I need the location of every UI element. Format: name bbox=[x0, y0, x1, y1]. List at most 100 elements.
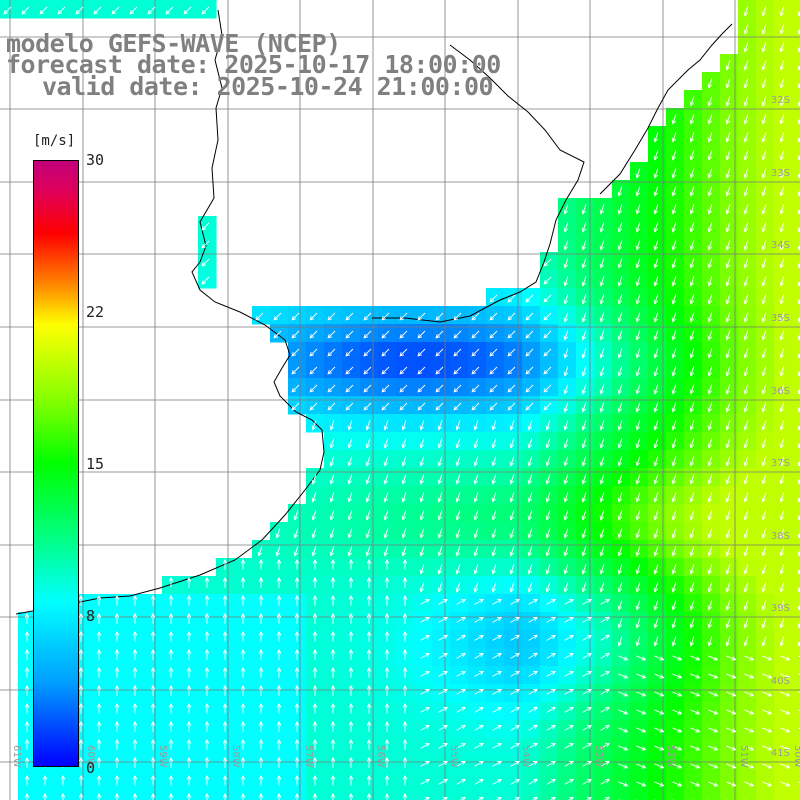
wind-arrow bbox=[222, 595, 228, 606]
wind-arrow bbox=[435, 366, 444, 375]
wind-arrow bbox=[384, 649, 390, 660]
wind-arrow bbox=[204, 613, 210, 624]
latitude-label: 38S bbox=[771, 531, 790, 542]
wind-arrow bbox=[347, 528, 353, 539]
wind-arrow bbox=[366, 793, 372, 800]
wind-arrow bbox=[689, 510, 695, 521]
wind-arrow bbox=[543, 366, 552, 375]
wind-arrow bbox=[201, 6, 210, 15]
wind-arrow bbox=[635, 204, 641, 215]
wind-arrow bbox=[258, 721, 264, 732]
wind-arrow bbox=[168, 775, 174, 786]
wind-arrow bbox=[726, 709, 737, 715]
wind-arrow bbox=[471, 384, 480, 393]
wind-arrow bbox=[546, 599, 556, 605]
wind-arrow bbox=[240, 721, 246, 732]
wind-arrow bbox=[779, 348, 785, 359]
wind-arrow bbox=[347, 492, 353, 503]
wind-arrow bbox=[689, 204, 695, 215]
wind-arrow bbox=[510, 725, 520, 731]
wind-arrow bbox=[636, 763, 647, 769]
wind-arrow bbox=[761, 564, 767, 575]
wind-cell bbox=[792, 414, 800, 433]
wind-arrow bbox=[743, 276, 749, 287]
wind-arrow bbox=[797, 568, 800, 575]
wind-arrow bbox=[473, 474, 479, 485]
wind-arrow bbox=[779, 312, 785, 323]
wind-arrow bbox=[563, 510, 569, 521]
wind-cell bbox=[792, 36, 800, 55]
wind-arrow bbox=[309, 348, 318, 357]
wind-arrow bbox=[563, 582, 569, 593]
wind-arrow bbox=[725, 582, 731, 593]
title-model: modelo GEFS-WAVE (NCEP) bbox=[6, 29, 341, 58]
wind-arrow bbox=[186, 721, 192, 732]
wind-arrow bbox=[599, 474, 605, 485]
wind-arrow bbox=[617, 222, 623, 233]
longitude-labels: 61W 60W 59W 58W 57W 56W 55W 54W 53W 52W 51W 50W bbox=[11, 745, 800, 768]
wind-arrow bbox=[689, 420, 695, 431]
wind-cell bbox=[612, 792, 631, 800]
wind-arrow bbox=[797, 208, 800, 215]
wind-arrow bbox=[671, 132, 677, 143]
wind-cell bbox=[792, 396, 800, 415]
wind-arrow bbox=[402, 667, 408, 678]
wind-arrow bbox=[114, 775, 120, 786]
wind-arrow bbox=[294, 595, 300, 606]
wind-arrow bbox=[546, 617, 556, 623]
wind-arrow bbox=[419, 546, 425, 557]
wind-arrow bbox=[528, 653, 538, 659]
latitude-label: 40S bbox=[771, 676, 790, 687]
wind-arrow bbox=[527, 564, 533, 575]
wind-arrow bbox=[438, 725, 448, 731]
wind-arrow bbox=[761, 132, 767, 143]
wind-cell bbox=[792, 540, 800, 559]
wind-arrow bbox=[671, 636, 677, 647]
wind-arrow bbox=[563, 546, 569, 557]
wind-arrow bbox=[797, 100, 800, 107]
wind-arrow bbox=[150, 793, 156, 800]
wind-arrow bbox=[132, 649, 138, 660]
wind-arrow bbox=[455, 420, 461, 431]
wind-arrow bbox=[654, 691, 665, 697]
wind-arrow bbox=[653, 420, 659, 431]
wind-arrow bbox=[780, 727, 791, 733]
wind-arrow bbox=[489, 330, 498, 339]
wind-arrow bbox=[617, 348, 623, 359]
wind-arrow bbox=[726, 691, 737, 697]
wind-arrow bbox=[635, 366, 641, 377]
wind-arrow bbox=[528, 707, 538, 713]
wind-arrow bbox=[582, 743, 592, 749]
wind-arrow bbox=[114, 703, 120, 714]
wind-arrow bbox=[599, 312, 605, 323]
wind-arrow bbox=[617, 258, 623, 269]
wind-cell bbox=[792, 90, 800, 109]
wind-arrow bbox=[725, 420, 731, 431]
wind-arrow bbox=[258, 613, 264, 624]
wind-arrow bbox=[489, 402, 498, 411]
wind-arrow bbox=[707, 222, 713, 233]
wind-arrow bbox=[294, 703, 300, 714]
wind-arrow bbox=[563, 258, 569, 269]
wind-arrow bbox=[797, 298, 800, 305]
wind-arrow bbox=[690, 727, 701, 733]
latitude-label: 35S bbox=[771, 313, 790, 324]
wind-arrow bbox=[417, 384, 426, 393]
wind-arrow bbox=[671, 240, 677, 251]
wind-cell bbox=[792, 666, 800, 685]
wind-arrow bbox=[797, 190, 800, 197]
wind-arrow bbox=[96, 595, 102, 606]
wind-arrow bbox=[708, 745, 719, 751]
wind-arrow bbox=[489, 384, 498, 393]
wind-arrow bbox=[276, 721, 282, 732]
wind-arrow bbox=[257, 546, 263, 557]
wind-arrow bbox=[3, 6, 12, 15]
wind-arrow bbox=[132, 631, 138, 642]
wind-arrow bbox=[743, 186, 749, 197]
wind-arrow bbox=[114, 667, 120, 678]
wind-arrow bbox=[168, 739, 174, 750]
wind-cell bbox=[792, 504, 800, 523]
wind-arrow bbox=[797, 604, 800, 611]
wind-arrow bbox=[258, 559, 264, 570]
wind-arrow bbox=[617, 420, 623, 431]
